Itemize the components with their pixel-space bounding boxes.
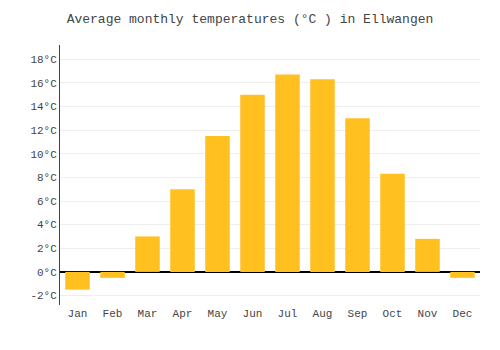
svg-text:Mar: Mar bbox=[138, 308, 158, 320]
svg-text:Jul: Jul bbox=[278, 308, 298, 320]
svg-text:Average monthly temperatures (: Average monthly temperatures (°C ) in El… bbox=[67, 12, 434, 27]
svg-text:Nov: Nov bbox=[418, 308, 438, 320]
svg-text:16°C: 16°C bbox=[30, 78, 57, 90]
svg-text:Dec: Dec bbox=[453, 308, 473, 320]
svg-text:Apr: Apr bbox=[173, 308, 193, 320]
svg-text:Aug: Aug bbox=[313, 308, 333, 320]
svg-text:-2°C: -2°C bbox=[30, 290, 57, 302]
svg-text:Jan: Jan bbox=[68, 308, 88, 320]
svg-text:Jun: Jun bbox=[243, 308, 263, 320]
svg-text:10°C: 10°C bbox=[30, 149, 57, 161]
svg-text:12°C: 12°C bbox=[30, 125, 57, 137]
svg-text:4°C: 4°C bbox=[37, 219, 57, 231]
svg-text:14°C: 14°C bbox=[30, 101, 57, 113]
svg-text:May: May bbox=[208, 308, 228, 320]
svg-text:6°C: 6°C bbox=[37, 196, 57, 208]
svg-text:Oct: Oct bbox=[383, 308, 403, 320]
svg-text:8°C: 8°C bbox=[37, 172, 57, 184]
svg-text:2°C: 2°C bbox=[37, 243, 57, 255]
svg-text:18°C: 18°C bbox=[30, 54, 57, 66]
svg-text:Feb: Feb bbox=[103, 308, 123, 320]
svg-text:0°C: 0°C bbox=[37, 267, 57, 279]
svg-text:Sep: Sep bbox=[348, 308, 368, 320]
